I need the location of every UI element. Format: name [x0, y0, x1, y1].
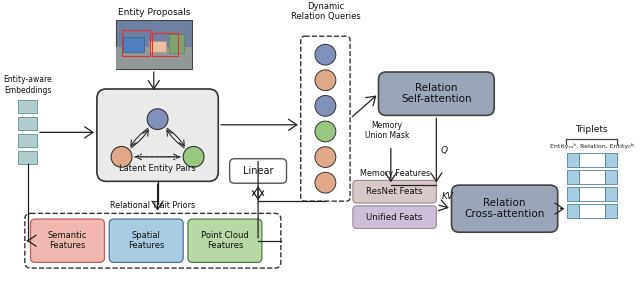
Text: Unified Feats: Unified Feats [367, 213, 423, 222]
Text: Semantic
Features: Semantic Features [48, 231, 87, 250]
Bar [18, 117, 37, 130]
FancyBboxPatch shape [109, 219, 183, 262]
Circle shape [315, 44, 336, 65]
Bar [122, 30, 150, 56]
FancyBboxPatch shape [452, 185, 557, 232]
Bar [605, 187, 616, 201]
Bar [18, 151, 37, 164]
Bar [169, 34, 184, 53]
Circle shape [315, 96, 336, 116]
Bar [116, 20, 192, 69]
Circle shape [315, 147, 336, 167]
Circle shape [183, 146, 204, 167]
Text: Relation
Cross-attention: Relation Cross-attention [465, 198, 545, 219]
FancyBboxPatch shape [25, 213, 281, 268]
Bar [579, 204, 605, 218]
Bar [567, 170, 579, 184]
FancyBboxPatch shape [378, 72, 494, 115]
Bar [18, 100, 37, 114]
Bar [149, 41, 166, 52]
Circle shape [111, 146, 132, 167]
Text: Latent Entity Pairs: Latent Entity Pairs [119, 164, 196, 173]
Text: Relational Trait Priors: Relational Trait Priors [110, 201, 195, 210]
Circle shape [315, 70, 336, 91]
Text: Dynamic
Relation Queries: Dynamic Relation Queries [291, 2, 360, 21]
Bar [152, 33, 179, 56]
Bar [124, 37, 144, 52]
FancyBboxPatch shape [230, 159, 287, 183]
Text: Entityₛᵤᵇ, Relation, Entity₀ᵇʲ: Entityₛᵤᵇ, Relation, Entity₀ᵇʲ [550, 144, 634, 149]
FancyBboxPatch shape [31, 219, 104, 262]
Text: Point Cloud
Features: Point Cloud Features [201, 231, 249, 250]
Text: Memory Features: Memory Features [360, 169, 429, 178]
Text: Q: Q [440, 146, 447, 155]
FancyBboxPatch shape [97, 89, 218, 181]
Circle shape [315, 172, 336, 193]
FancyBboxPatch shape [353, 206, 436, 228]
Bar [116, 47, 192, 69]
FancyBboxPatch shape [301, 36, 350, 201]
Text: KV: KV [442, 192, 454, 201]
Text: Triplets: Triplets [575, 125, 608, 134]
Bar [605, 170, 616, 184]
Text: ResNet Feats: ResNet Feats [366, 187, 423, 196]
FancyBboxPatch shape [188, 219, 262, 262]
Bar [18, 134, 37, 148]
Text: Linear: Linear [243, 166, 273, 176]
Bar [567, 204, 579, 218]
Bar [567, 187, 579, 201]
Circle shape [315, 121, 336, 142]
Bar [567, 153, 579, 167]
Text: Spatial
Features: Spatial Features [128, 231, 164, 250]
Bar [605, 204, 616, 218]
Bar [579, 187, 605, 201]
Text: Relation
Self-attention: Relation Self-attention [401, 83, 472, 105]
Bar [579, 170, 605, 184]
Bar [605, 153, 616, 167]
FancyBboxPatch shape [353, 180, 436, 203]
Circle shape [147, 109, 168, 130]
Text: Entity-aware
Embeddings: Entity-aware Embeddings [3, 75, 52, 95]
Bar [579, 153, 605, 167]
Text: Entity Proposals: Entity Proposals [118, 8, 190, 17]
Text: Memory
Union Mask: Memory Union Mask [365, 121, 409, 140]
